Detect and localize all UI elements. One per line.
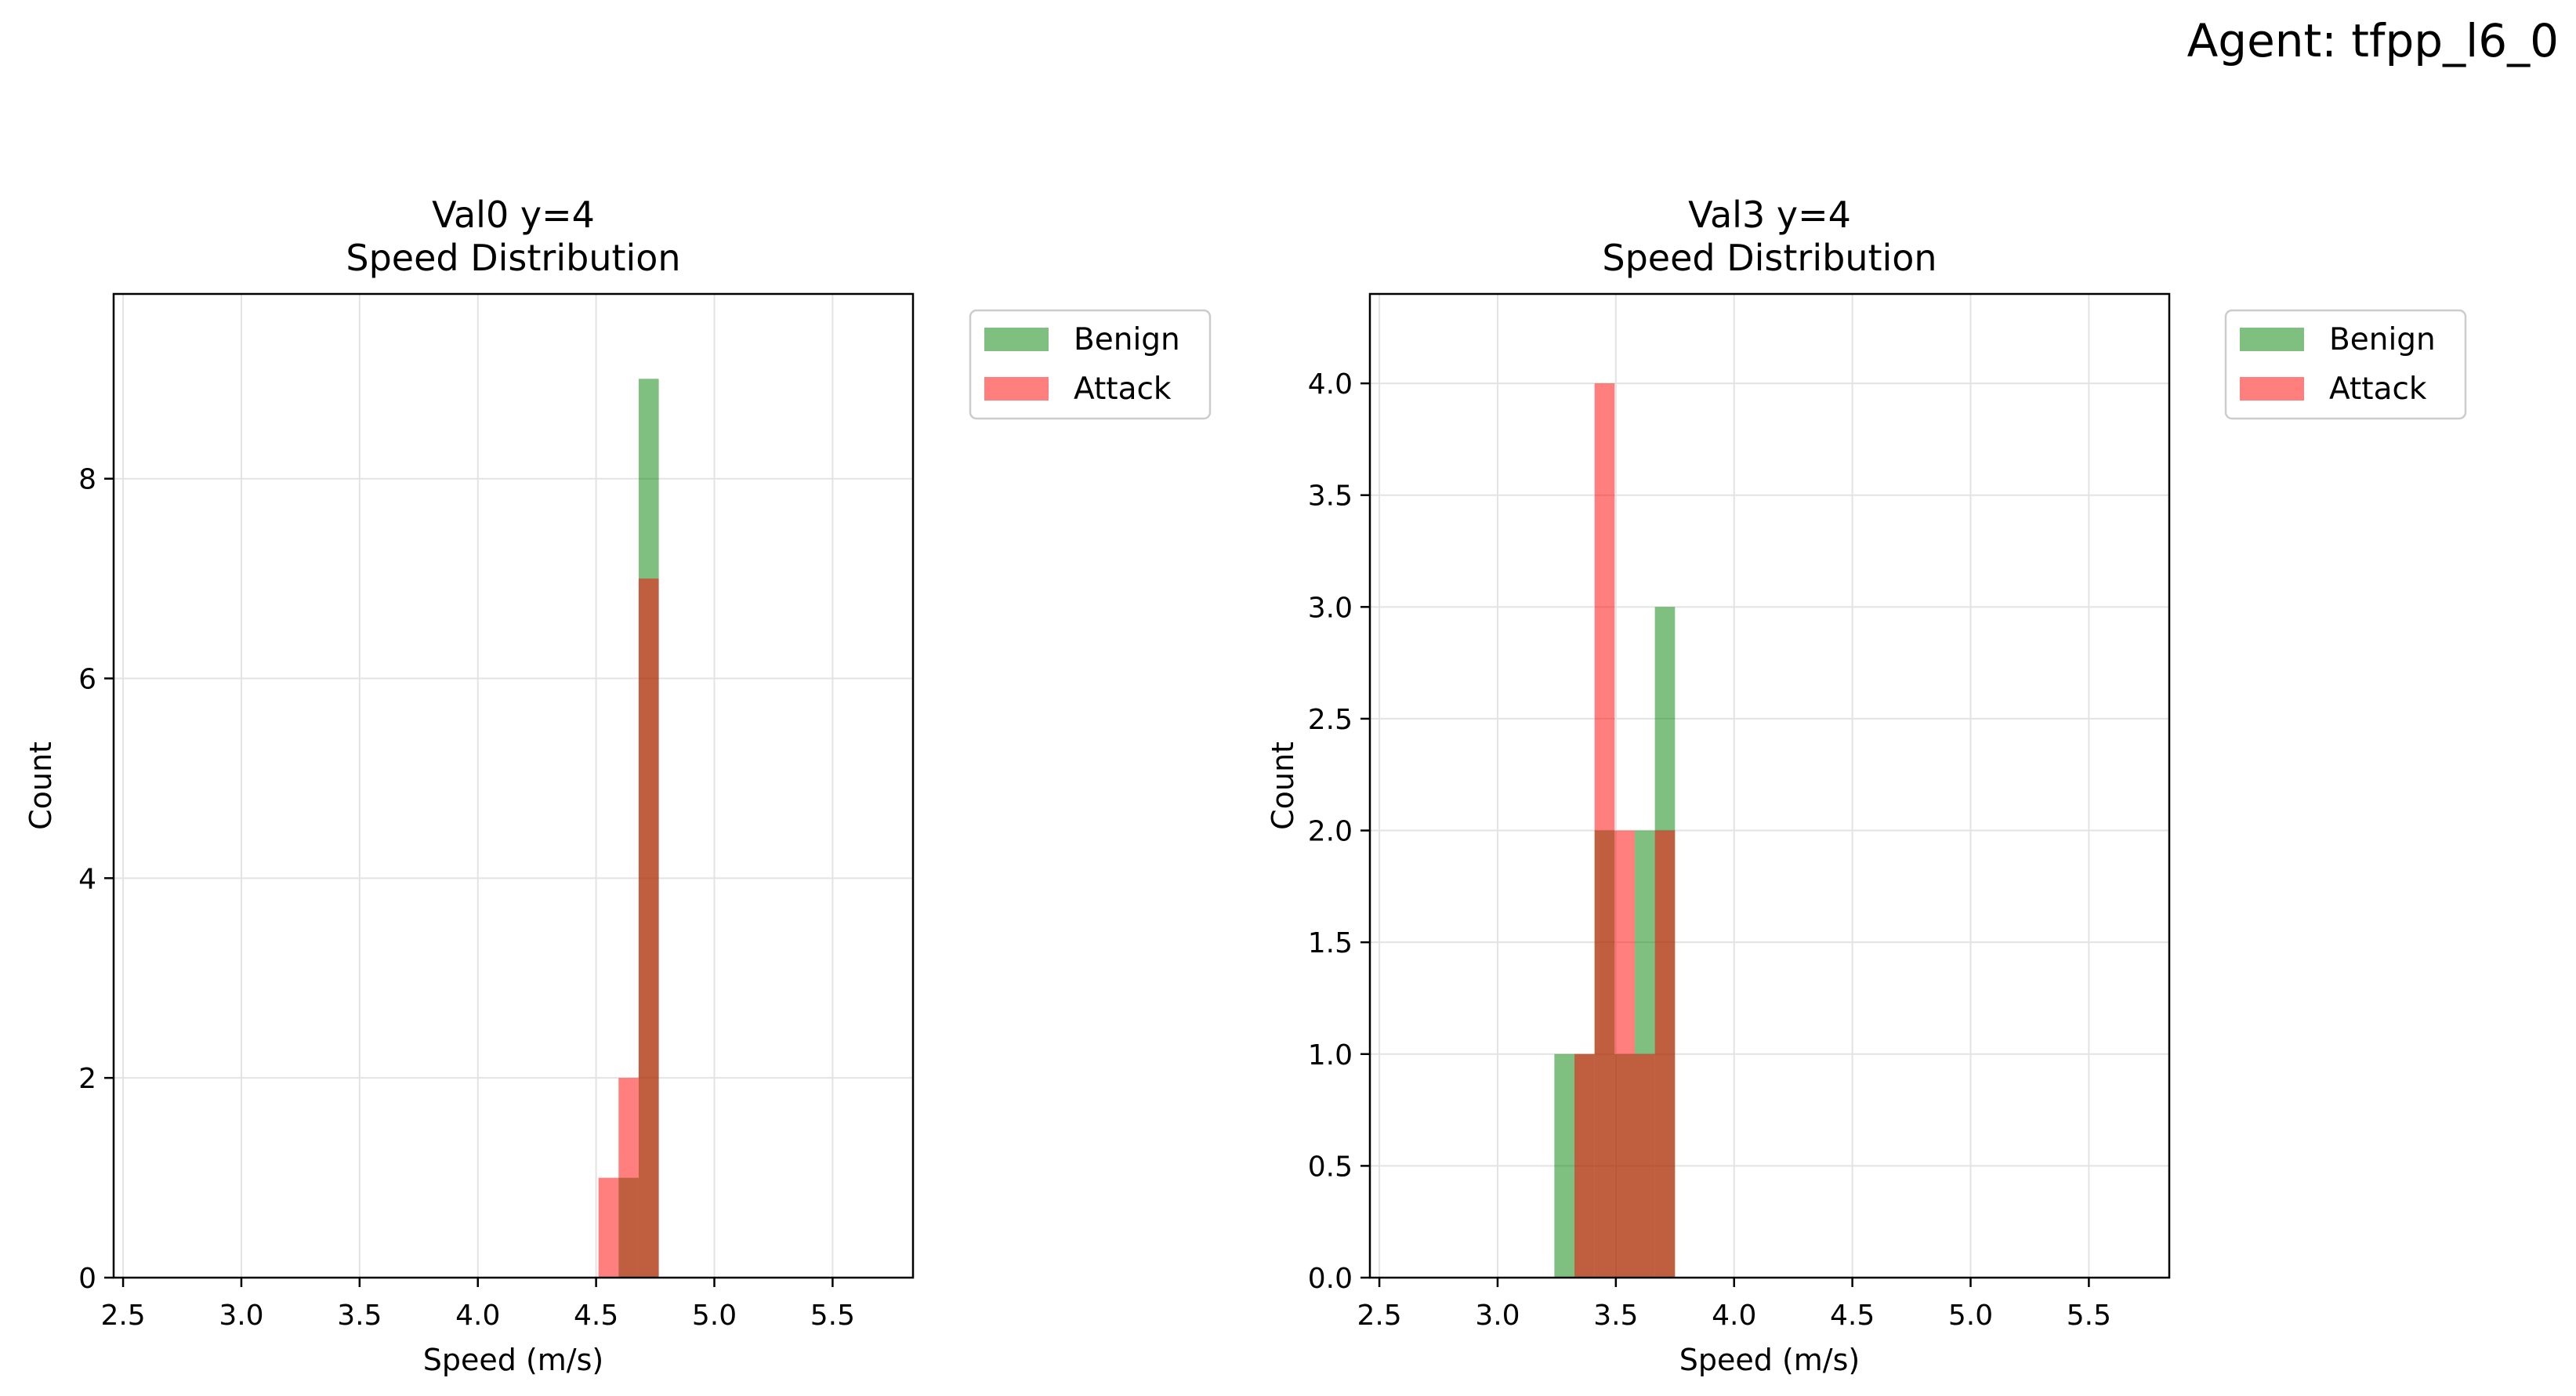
legend-label-attack: Attack — [2329, 372, 2427, 407]
chart-panel-2: 2.5 3.0 3.5 4.0 4.5 5.0 5.5 0.0 0.5 1.0 1.5 2.0 2.5 3… — [1266, 194, 2467, 1377]
legend-label-benign: Benign — [2329, 322, 2436, 357]
x-axis-label: Speed (m/s) — [1679, 1343, 1860, 1377]
x-tick-label: 5.5 — [810, 1300, 855, 1332]
bar-attack — [638, 578, 659, 1278]
chart-subtitle: Speed Distribution — [346, 237, 680, 279]
axes-frame — [112, 292, 915, 1279]
y-tick-label: 2 — [78, 1063, 96, 1095]
x-tick-label: 5.5 — [2067, 1300, 2111, 1332]
chart-title: Val0 y=4 — [432, 194, 595, 236]
legend: Benign Attack — [2224, 309, 2467, 420]
y-tick-label: 1.0 — [1308, 1039, 1353, 1071]
bar-attack — [1574, 1053, 1595, 1278]
x-tick-label: 3.5 — [1593, 1300, 1638, 1332]
y-tick-label: 1.5 — [1308, 927, 1353, 959]
x-tick-label: 2.5 — [1357, 1300, 1401, 1332]
bar-attack — [1654, 830, 1676, 1278]
legend-label-attack: Attack — [1074, 372, 1172, 407]
bar-attack — [1614, 830, 1635, 1278]
axes-frame — [1368, 292, 2171, 1279]
y-tick-label: 6 — [78, 664, 96, 696]
x-tick-label: 4.5 — [574, 1300, 618, 1332]
chart-panel-1: 2.5 3.0 3.5 4.0 4.5 5.0 5.5 0 2 4 6 8 Speed (m/s) Cou… — [24, 194, 1212, 1377]
x-tick-label: 4.5 — [1830, 1300, 1875, 1332]
y-tick-label: 0.5 — [1308, 1151, 1353, 1183]
bar-benign — [1554, 1053, 1575, 1278]
x-tick-label: 3.0 — [1475, 1300, 1520, 1332]
legend-swatch-attack — [984, 377, 1049, 401]
bar-attack — [1634, 1053, 1655, 1278]
legend-swatch-benign — [984, 328, 1049, 351]
legend: Benign Attack — [969, 309, 1212, 420]
y-tick-label: 8 — [78, 464, 96, 496]
y-tick-label: 2.5 — [1308, 704, 1353, 736]
x-tick-label: 4.0 — [1712, 1300, 1756, 1332]
y-tick-label: 0.0 — [1308, 1263, 1353, 1295]
x-tick-label: 3.0 — [219, 1300, 263, 1332]
x-axis-label: Speed (m/s) — [423, 1343, 603, 1377]
x-tick-label: 4.0 — [455, 1300, 500, 1332]
y-tick-label: 3.5 — [1308, 480, 1353, 513]
bar-attack — [1594, 383, 1615, 1278]
y-tick-label: 2.0 — [1308, 816, 1353, 848]
figure-suptitle: Agent: tfpp_l6_0 — [2187, 14, 2559, 67]
x-tick-label: 5.0 — [692, 1300, 737, 1332]
legend-swatch-benign — [2240, 328, 2304, 351]
y-tick-label: 0 — [78, 1263, 96, 1295]
x-tick-label: 2.5 — [100, 1300, 145, 1332]
y-axis-label: Count — [24, 742, 58, 830]
legend-swatch-attack — [2240, 377, 2304, 401]
chart-title: Val3 y=4 — [1688, 194, 1851, 236]
y-tick-label: 4 — [78, 863, 96, 895]
y-tick-label: 4.0 — [1308, 368, 1353, 401]
x-tick-label: 5.0 — [1948, 1300, 1993, 1332]
bar-attack — [598, 1177, 619, 1278]
x-tick-label: 3.5 — [337, 1300, 382, 1332]
legend-label-benign: Benign — [1074, 322, 1180, 357]
y-tick-label: 3.0 — [1308, 592, 1353, 624]
bar-attack — [618, 1078, 639, 1278]
y-axis-label: Count — [1266, 742, 1300, 830]
chart-subtitle: Speed Distribution — [1602, 237, 1937, 279]
